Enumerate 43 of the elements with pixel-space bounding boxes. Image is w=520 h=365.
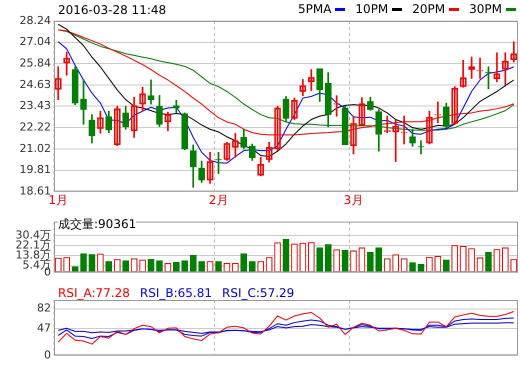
- y-tick-label: 82: [37, 302, 51, 315]
- candlestick: [80, 79, 87, 125]
- bar: [88, 254, 96, 272]
- x-tick-label: 2月: [208, 192, 228, 207]
- bar: [316, 248, 324, 272]
- bar: [190, 255, 197, 272]
- text: RSI_B:65.81: [140, 286, 212, 300]
- y-tick-label: 21.02: [20, 142, 51, 155]
- y-tick-label: 24.63: [20, 78, 51, 91]
- y-tick-label: 22.22: [20, 120, 51, 134]
- y-tick-label: 47: [37, 322, 51, 335]
- text: RSI_A:77.28: [58, 286, 130, 300]
- bar: [240, 253, 248, 272]
- y-tick-label: 25.84: [20, 56, 51, 70]
- bar: [367, 252, 374, 272]
- x-tick-label: 3月: [344, 192, 364, 207]
- y-tick-label: 23.43: [20, 99, 51, 112]
- y-tick-label: 18.61: [20, 184, 51, 198]
- y-tick-label: 27.04: [20, 35, 51, 48]
- text: RSI_C:57.29: [222, 286, 294, 300]
- bar: [156, 260, 163, 272]
- legend-label: 5PMA: [298, 2, 332, 16]
- legend-label: 20PM: [412, 2, 446, 16]
- bar: [80, 253, 87, 272]
- y-tick-label: 19.81: [20, 163, 51, 176]
- legend-label: 30PM: [469, 2, 502, 16]
- chart-title: 成交量:90361: [58, 216, 136, 233]
- chart-title: 2016-03-28 11:48: [58, 3, 166, 17]
- candlestick: [148, 80, 154, 104]
- y-tick-label: 30.4万: [16, 228, 51, 242]
- x-tick-label: 1月: [48, 192, 68, 207]
- y-tick-label: 28.24: [20, 14, 51, 27]
- bar: [181, 260, 188, 272]
- y-tick-label: 0: [44, 348, 51, 362]
- bar: [485, 252, 492, 272]
- bar: [442, 260, 450, 272]
- legend-label: 10PM: [355, 2, 388, 16]
- bar: [324, 244, 332, 272]
- bar: [375, 248, 382, 272]
- bar: [342, 250, 348, 272]
- bar: [148, 258, 154, 272]
- bar: [122, 260, 130, 272]
- bar: [282, 238, 290, 272]
